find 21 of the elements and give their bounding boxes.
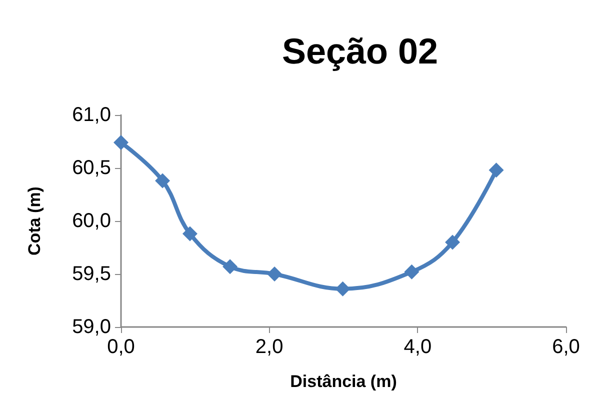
point: [335, 281, 350, 296]
point: [404, 264, 420, 280]
x-tick-label: 2,0: [255, 336, 284, 358]
point: [445, 234, 460, 250]
y-tick-label: 59,5: [72, 263, 111, 285]
y-tick-label: 61,0: [72, 104, 111, 126]
x-axis-title: Distância (m): [290, 372, 397, 391]
y-tick-label: 59,0: [72, 316, 111, 338]
x-tick-label: 6,0: [552, 336, 580, 358]
y-tick-label: 60,0: [72, 210, 111, 232]
point: [114, 135, 128, 150]
point: [267, 266, 282, 282]
x-tick-label: 4,0: [404, 336, 432, 358]
x-tick-label: 0,0: [107, 336, 135, 358]
point: [222, 259, 238, 274]
point: [182, 226, 198, 242]
y-axis-title: Cota (m): [25, 186, 44, 256]
point: [155, 173, 170, 188]
point: [488, 162, 504, 178]
y-tick-label: 60,5: [72, 157, 111, 179]
chart-title: Seção 02: [282, 30, 438, 72]
